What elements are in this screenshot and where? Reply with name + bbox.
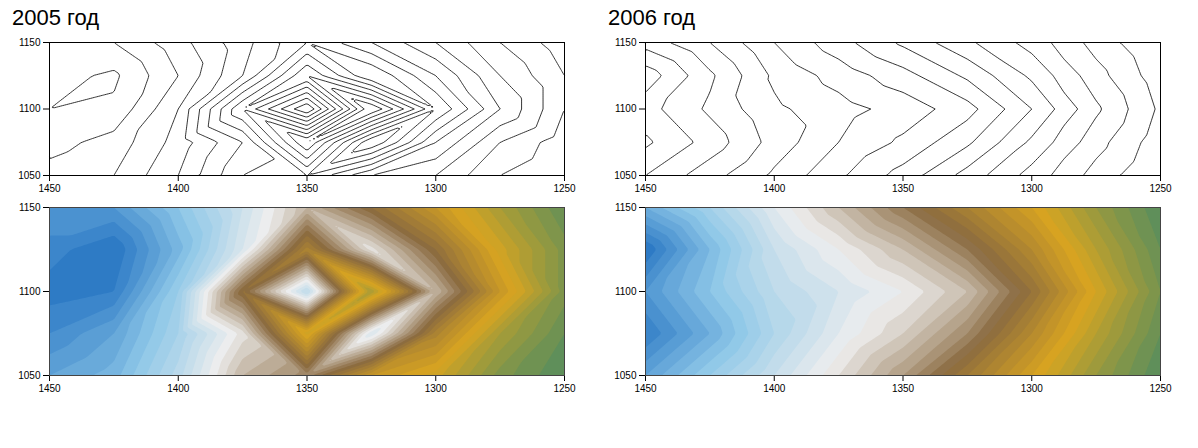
svg-text:1300: 1300 [1021,383,1044,394]
svg-text:1250: 1250 [1149,383,1172,394]
svg-text:1450: 1450 [38,383,61,394]
svg-text:1050: 1050 [614,170,637,181]
svg-text:1100: 1100 [615,286,637,297]
svg-text:1100: 1100 [19,103,41,114]
svg-text:1350: 1350 [892,183,915,194]
svg-text:1450: 1450 [38,183,61,194]
svg-text:1350: 1350 [296,383,319,394]
svg-text:1400: 1400 [763,383,786,394]
svg-text:1150: 1150 [19,37,41,48]
svg-text:1350: 1350 [892,383,915,394]
svg-text:1450: 1450 [634,383,657,394]
svg-text:1350: 1350 [296,183,319,194]
html-text:2006 год: 2006 год [608,5,696,30]
svg-text:1100: 1100 [615,103,637,114]
svg-text:1400: 1400 [167,383,190,394]
svg-text:1400: 1400 [167,183,190,194]
svg-text:1150: 1150 [19,202,41,213]
svg-text:1050: 1050 [18,370,41,381]
html-text:2005 год: 2005 год [12,5,100,30]
svg-text:1300: 1300 [425,383,448,394]
svg-text:1150: 1150 [615,37,637,48]
svg-text:1050: 1050 [18,170,41,181]
svg-text:1250: 1250 [553,183,576,194]
svg-text:1300: 1300 [1021,183,1044,194]
svg-text:1150: 1150 [615,202,637,213]
svg-text:1050: 1050 [614,370,637,381]
svg-text:1450: 1450 [634,183,657,194]
svg-text:1300: 1300 [425,183,448,194]
svg-text:1400: 1400 [763,183,786,194]
svg-text:1250: 1250 [1149,183,1172,194]
svg-text:1250: 1250 [553,383,576,394]
svg-text:1100: 1100 [19,286,41,297]
